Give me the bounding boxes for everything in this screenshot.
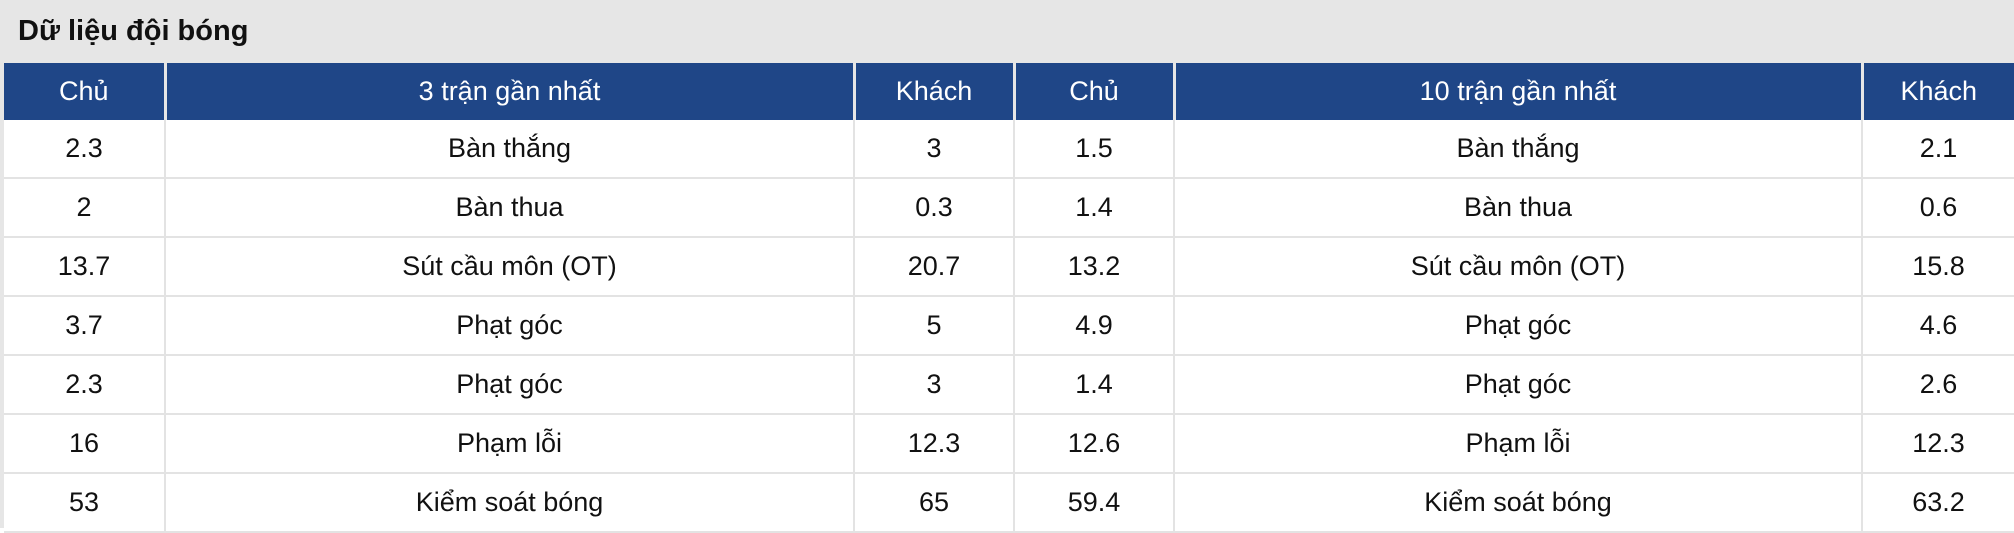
away-value-3: 20.7 [854,237,1015,297]
home-value-3: 13.7 [4,237,166,297]
stat-label-10: Sút cầu môn (OT) [1174,237,1863,297]
away-value-3: 12.3 [854,414,1015,474]
team-stats-table: Chủ 3 trận gần nhất Khách Chủ 10 trận gần nh… [4,63,2014,533]
home-value-10: 12.6 [1014,414,1175,474]
away-value-10: 63.2 [1862,473,2014,533]
stat-label-10: Phạt góc [1174,355,1863,415]
away-value-10: 2.6 [1862,355,2014,415]
away-value-10: 12.3 [1862,414,2014,474]
stat-label-3: Kiểm soát bóng [165,473,855,533]
home-value-10: 1.4 [1014,355,1175,415]
table-row: 3.7 Phạt góc 5 4.9 Phạt góc 4.6 [4,296,2014,356]
home-value-3: 2.3 [4,120,166,179]
home-value-10: 1.4 [1014,178,1175,238]
away-value-10: 15.8 [1862,237,2014,297]
table-row: 13.7 Sút cầu môn (OT) 20.7 13.2 Sút cầu môn … [4,237,2014,297]
home-value-10: 59.4 [1014,473,1175,533]
stat-label-10: Phạm lỗi [1174,414,1863,474]
away-value-3: 0.3 [854,178,1015,238]
header-3-matches: 3 trận gần nhất [165,63,856,120]
stat-label-3: Sút cầu môn (OT) [165,237,855,297]
table-row: 2.3 Bàn thắng 3 1.5 Bàn thắng 2.1 [4,120,2014,179]
header-row: Chủ 3 trận gần nhất Khách Chủ 10 trận gần nh… [4,63,2014,120]
stat-label-10: Bàn thắng [1174,120,1863,179]
home-value-3: 53 [4,473,166,533]
table-row: 2.3 Phạt góc 3 1.4 Phạt góc 2.6 [4,355,2014,415]
away-value-3: 5 [854,296,1015,356]
away-value-3: 65 [854,473,1015,533]
stat-label-3: Bàn thắng [165,120,855,179]
home-value-10: 1.5 [1014,120,1175,179]
away-value-3: 3 [854,120,1015,179]
stat-label-10: Bàn thua [1174,178,1863,238]
table-row: 2 Bàn thua 0.3 1.4 Bàn thua 0.6 [4,178,2014,238]
stat-label-3: Phạm lỗi [165,414,855,474]
home-value-10: 4.9 [1014,296,1175,356]
header-away-10: Khách [1862,63,2014,120]
stat-label-10: Kiểm soát bóng [1174,473,1863,533]
stat-label-3: Bàn thua [165,178,855,238]
home-value-3: 2 [4,178,166,238]
away-value-10: 0.6 [1862,178,2014,238]
panel-title: Dữ liệu đội bóng [18,15,249,47]
away-value-10: 2.1 [1862,120,2014,179]
header-home-10: Chủ [1014,63,1176,120]
header-home-3: Chủ [4,63,167,120]
stat-label-10: Phạt góc [1174,296,1863,356]
header-away-3: Khách [854,63,1016,120]
home-value-3: 3.7 [4,296,166,356]
stat-label-3: Phạt góc [165,355,855,415]
home-value-10: 13.2 [1014,237,1175,297]
away-value-3: 3 [854,355,1015,415]
home-value-3: 2.3 [4,355,166,415]
table-row: 53 Kiểm soát bóng 65 59.4 Kiểm soát bóng 63.2 [4,473,2014,533]
header-10-matches: 10 trận gần nhất [1174,63,1864,120]
stat-label-3: Phạt góc [165,296,855,356]
away-value-10: 4.6 [1862,296,2014,356]
home-value-3: 16 [4,414,166,474]
table-row: 16 Phạm lỗi 12.3 12.6 Phạm lỗi 12.3 [4,414,2014,474]
